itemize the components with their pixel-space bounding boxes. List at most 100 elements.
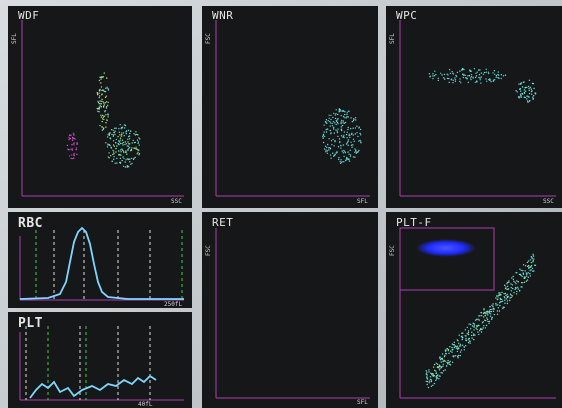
scatter-dot	[324, 135, 326, 138]
scatter-dot	[352, 138, 355, 140]
scatter-dot	[121, 133, 123, 136]
scatter-dot	[524, 270, 526, 272]
scatter-dot	[325, 131, 328, 133]
ret-x-label: SFL	[357, 399, 368, 406]
scatter-dot	[439, 356, 441, 358]
scatter-dot	[519, 88, 521, 90]
scatter-dot	[426, 376, 428, 378]
scatter-dot	[354, 156, 356, 158]
scatter-dot	[325, 149, 327, 151]
scatter-dot	[333, 145, 335, 147]
scatter-dot	[477, 331, 479, 333]
scatter-dot	[106, 119, 108, 122]
scatter-dot	[504, 297, 506, 299]
scatter-dot	[449, 360, 451, 363]
scatter-dot	[428, 371, 430, 373]
scatter-dot	[120, 128, 122, 130]
scatter-dot	[124, 151, 127, 153]
scatter-dot	[350, 128, 352, 130]
scatter-dot	[323, 124, 325, 126]
scatter-dot	[129, 132, 131, 135]
scatter-dot	[448, 68, 451, 71]
scatter-dot	[333, 132, 335, 134]
scatter-dot	[438, 369, 441, 371]
scatter-dot	[464, 335, 466, 337]
scatter-dot	[443, 77, 445, 79]
scatter-dot	[460, 349, 463, 351]
scatter-dot	[529, 273, 531, 275]
wdf-title: WDF	[18, 9, 40, 22]
scatter-dot	[348, 133, 350, 135]
scatter-dot	[459, 78, 461, 80]
scatter-dot	[128, 158, 130, 161]
scatter-dot	[466, 333, 468, 335]
scatter-dot	[355, 119, 357, 121]
scatter-dot	[342, 120, 344, 122]
scatter-dot	[329, 129, 331, 132]
scatter-dot	[426, 380, 429, 383]
scatter-dot	[456, 71, 459, 74]
scatter-dot	[103, 104, 106, 106]
scatter-dot	[457, 357, 459, 359]
scatter-dot	[335, 119, 337, 122]
scatter-dot	[111, 160, 113, 163]
scatter-dot	[443, 355, 446, 358]
scatter-dot	[343, 149, 345, 152]
scatter-dot	[122, 156, 124, 158]
scatter-dot	[113, 156, 115, 158]
pltf-y-label: FSC	[389, 245, 396, 256]
scatter-dot	[437, 77, 439, 80]
scatter-dot	[529, 269, 531, 272]
scatter-dot	[526, 265, 529, 268]
scatter-dot	[461, 338, 463, 341]
scatter-dot	[473, 333, 475, 335]
scatter-dot	[116, 157, 118, 160]
scatter-dot	[430, 385, 433, 387]
scatter-dot	[342, 109, 344, 112]
scatter-dot	[524, 276, 526, 278]
scatter-dot	[342, 152, 344, 154]
scatter-dot	[360, 134, 362, 136]
wpc-y-label: SFL	[389, 33, 396, 44]
scatter-dot	[449, 72, 452, 75]
scatter-dot	[451, 361, 454, 363]
scatter-dot	[126, 153, 128, 155]
scatter-dot	[343, 122, 346, 124]
scatter-dot	[452, 82, 454, 84]
plt-histogram: PLT 40fL	[8, 312, 192, 408]
scatter-dot	[490, 310, 492, 313]
scatter-dot	[329, 154, 332, 156]
scatter-dot	[127, 145, 130, 147]
scatter-dot	[334, 114, 336, 116]
scatter-dot	[124, 124, 127, 127]
scatter-dot	[533, 87, 535, 90]
scatter-dot	[99, 105, 102, 107]
scatter-dot	[120, 142, 122, 145]
scatter-dot	[439, 367, 441, 369]
scatter-dot	[347, 140, 349, 143]
scatter-dot	[70, 157, 72, 160]
scatter-dot	[131, 147, 133, 149]
scatter-dot	[327, 143, 329, 146]
plt-title: PLT	[18, 316, 43, 331]
scatter-dot	[122, 141, 125, 144]
scatter-dot	[486, 80, 488, 83]
scatter-dot	[455, 355, 457, 357]
scatter-dot	[455, 75, 458, 78]
scatter-dot	[526, 95, 528, 97]
scatter-dot	[516, 290, 518, 293]
scatter-dot	[108, 144, 111, 146]
scatter-dot	[355, 149, 357, 151]
scatter-dot	[342, 144, 345, 146]
scatter-dot	[532, 98, 534, 100]
scatter-dot	[465, 345, 467, 347]
wdf-scattergram: WDF SFL SSC	[8, 6, 192, 208]
scatter-dot	[510, 290, 512, 292]
scatter-dot	[495, 76, 497, 78]
scatter-dot	[114, 162, 116, 164]
scatter-dot	[130, 163, 132, 165]
scatter-dot	[516, 271, 518, 274]
scatter-dot	[464, 329, 467, 331]
rbc-title: RBC	[18, 216, 43, 231]
scatter-dot	[100, 78, 102, 80]
